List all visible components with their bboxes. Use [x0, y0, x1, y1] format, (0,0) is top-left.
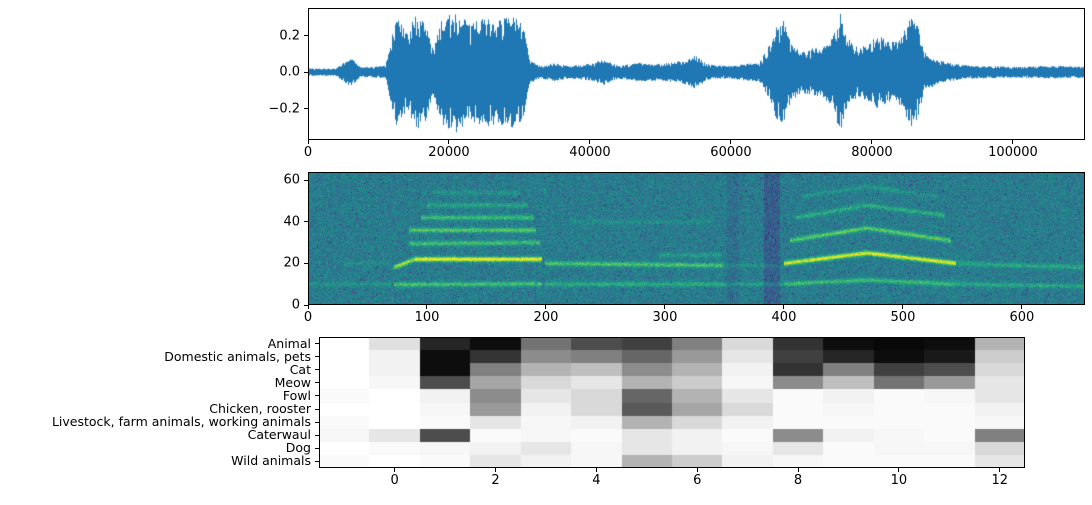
- x-tick-label: 500: [890, 310, 916, 325]
- y-tick-label: 0.2: [279, 28, 300, 43]
- spectrogram-canvas: [308, 172, 1085, 305]
- class-label: Meow: [274, 374, 311, 390]
- x-tick-label: 20000: [428, 145, 470, 160]
- x-tick-label: 100: [414, 310, 440, 325]
- x-tickmark: [1021, 305, 1023, 309]
- x-tick-label: 60000: [710, 145, 752, 160]
- x-tickmark: [871, 140, 873, 144]
- x-tickmark: [999, 468, 1001, 472]
- y-tickmark: [315, 356, 319, 358]
- x-tick-label: 100000: [988, 145, 1038, 160]
- x-tickmark: [783, 305, 785, 309]
- class-label: Domestic animals, pets: [164, 348, 311, 364]
- class-label: Dog: [285, 440, 311, 456]
- y-tickmark: [315, 408, 319, 410]
- y-tick-label: 0: [291, 297, 300, 313]
- x-tick-label: 200: [533, 310, 559, 325]
- y-tick-label: −0.2: [268, 101, 300, 117]
- x-tick-label: 4: [592, 473, 601, 488]
- x-tickmark: [307, 140, 309, 144]
- y-tickmark: [315, 421, 319, 423]
- y-tickmark: [315, 460, 319, 462]
- x-tick-label: 2: [491, 473, 500, 488]
- x-tick-label: 10: [890, 473, 908, 488]
- x-tickmark: [664, 305, 666, 309]
- x-tick-label: 80000: [851, 145, 893, 160]
- y-tick-label: 0.0: [279, 64, 300, 80]
- x-tick-label: 40000: [569, 145, 611, 160]
- y-tickmark: [304, 71, 308, 73]
- y-tick-label: 60: [283, 172, 300, 188]
- class-activations-axes: [319, 337, 1025, 468]
- y-tickmark: [315, 434, 319, 436]
- x-tick-label: 6: [693, 473, 702, 488]
- x-tickmark: [902, 305, 904, 309]
- waveform-canvas: [308, 8, 1085, 140]
- y-tickmark: [304, 221, 308, 223]
- y-tick-label: 40: [283, 214, 300, 230]
- y-tickmark: [315, 447, 319, 449]
- class-label: Caterwaul: [247, 427, 311, 442]
- x-tick-label: 600: [1009, 310, 1035, 325]
- y-tickmark: [304, 262, 308, 264]
- class-label: Wild animals: [231, 453, 311, 469]
- x-tick-label: 0: [303, 145, 313, 160]
- y-tick-label: 20: [283, 255, 300, 271]
- spectrogram-axes: [308, 172, 1085, 305]
- x-tickmark: [426, 305, 428, 309]
- y-tickmark: [304, 179, 308, 181]
- x-tickmark: [898, 468, 900, 472]
- y-tickmark: [315, 382, 319, 384]
- x-tickmark: [730, 140, 732, 144]
- class-label: Chicken, rooster: [209, 400, 311, 416]
- x-tickmark: [696, 468, 698, 472]
- y-tickmark: [315, 343, 319, 345]
- class-label: Animal: [267, 335, 311, 351]
- class-label: Fowl: [282, 387, 311, 403]
- y-tickmark: [315, 395, 319, 397]
- x-tick-label: 8: [793, 473, 803, 488]
- x-tickmark: [797, 468, 799, 472]
- y-tickmark: [315, 369, 319, 371]
- class-label: Cat: [289, 361, 311, 377]
- class-activations-heatmap-canvas: [319, 337, 1025, 468]
- x-tick-label: 0: [390, 473, 399, 488]
- x-tick-label: 400: [771, 310, 797, 325]
- x-tickmark: [495, 468, 496, 472]
- y-tickmark: [304, 304, 308, 306]
- class-label: Livestock, farm animals, working animals: [51, 413, 311, 429]
- x-tickmark: [595, 468, 597, 472]
- x-tick-label: 300: [652, 310, 678, 325]
- x-tick-label: 12: [991, 473, 1009, 488]
- waveform-axes: [308, 8, 1085, 140]
- x-tick-label: 0: [303, 310, 313, 325]
- x-tickmark: [545, 305, 547, 309]
- x-tickmark: [307, 305, 309, 309]
- x-tickmark: [448, 140, 450, 144]
- x-tickmark: [394, 468, 396, 472]
- x-tickmark: [1012, 140, 1014, 144]
- x-tickmark: [589, 140, 591, 144]
- y-tickmark: [304, 35, 308, 36]
- y-tickmark: [304, 108, 308, 110]
